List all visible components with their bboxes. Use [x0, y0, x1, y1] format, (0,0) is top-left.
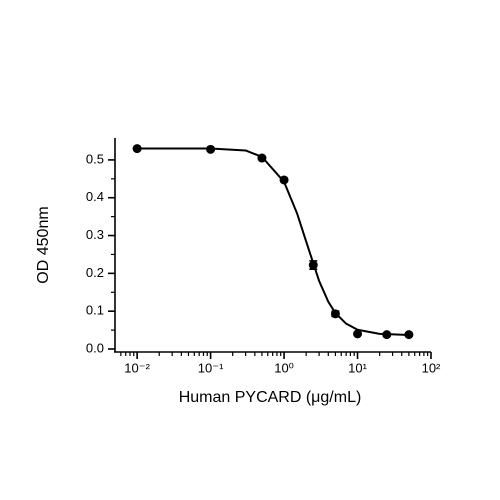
x-tick-label: 10⁻¹	[198, 360, 224, 375]
y-axis-label: OD 450nm	[35, 206, 52, 283]
y-tick-label: 0.4	[86, 189, 104, 204]
x-tick-label: 10⁻²	[124, 360, 150, 375]
x-axis-label: Human PYCARD (μg/mL)	[179, 389, 362, 406]
data-point	[308, 260, 318, 270]
data-point	[330, 309, 340, 319]
y-tick-label: 0.1	[86, 303, 104, 318]
y-tick-label: 0.0	[86, 340, 104, 355]
x-tick-label: 10²	[422, 360, 441, 375]
data-point	[279, 175, 289, 185]
x-tick-label: 10⁰	[274, 360, 294, 375]
x-tick-label: 10¹	[348, 360, 367, 375]
data-point	[382, 330, 392, 340]
fit-curve	[137, 147, 409, 337]
data-point	[353, 329, 363, 339]
data-point	[206, 144, 216, 154]
data-point	[132, 144, 142, 154]
data-point	[404, 330, 414, 340]
y-tick-label: 0.2	[86, 265, 104, 280]
y-tick-label: 0.5	[86, 151, 104, 166]
data-point	[257, 153, 267, 163]
y-tick-label: 0.3	[86, 227, 104, 242]
